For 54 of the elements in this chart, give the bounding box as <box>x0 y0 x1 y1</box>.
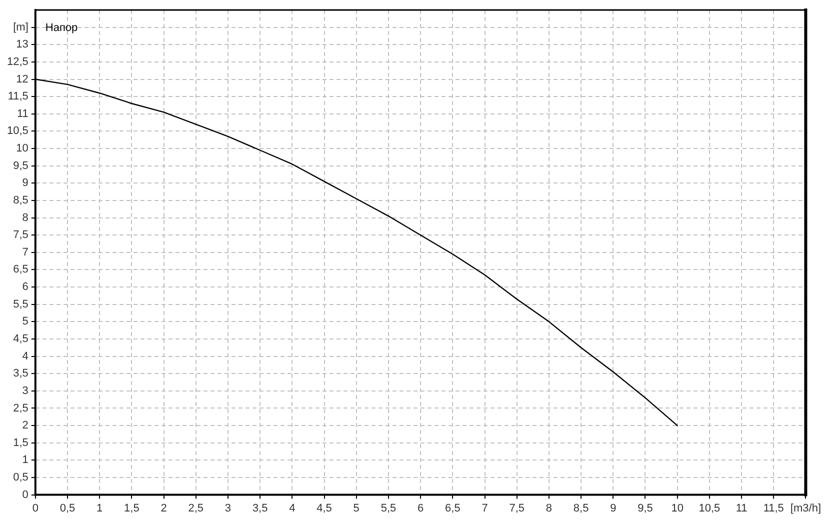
y-tick-label: 4 <box>22 350 28 362</box>
x-tick-label: 7 <box>482 502 488 514</box>
x-tick-label: 5,5 <box>380 502 396 514</box>
x-tick-label: 2,5 <box>188 502 204 514</box>
y-tick-label: 11 <box>16 108 28 120</box>
x-tick-label: 6,5 <box>445 502 460 514</box>
x-tick-label: 10,5 <box>698 502 720 514</box>
y-tick-label: 4,5 <box>13 333 28 346</box>
y-tick-label: 10,5 <box>6 125 28 138</box>
x-tick-label: 3 <box>224 502 232 514</box>
x-tick-label: 3,5 <box>252 502 268 514</box>
x-tick-label: 1,5 <box>124 502 140 514</box>
x-tick-label: 11 <box>736 502 748 514</box>
text: Напор <box>45 22 78 34</box>
y-tick-label: [m] <box>13 21 28 34</box>
y-tick-label: 12 <box>16 73 28 86</box>
y-tick-label: 0,5 <box>13 472 28 484</box>
x-tick-label: 6 <box>418 502 424 514</box>
x-tick-label: 8 <box>546 502 552 514</box>
y-tick-label: 9 <box>22 177 28 190</box>
x-tick-label: 0,5 <box>60 502 76 514</box>
x-tick-label: 9,5 <box>638 502 653 514</box>
x-tick-label: [m3/h] <box>790 502 822 514</box>
y-tick-label: 6,5 <box>13 264 28 276</box>
y-tick-label: 7 <box>22 246 28 258</box>
y-tick-label: 8,5 <box>13 194 28 206</box>
x-tick-label: 10 <box>671 502 684 514</box>
y-tick-label: 0 <box>22 488 28 501</box>
y-tick-label: 9,5 <box>13 160 28 172</box>
x-tick-label: 0 <box>32 502 38 514</box>
y-tick-label: 6 <box>22 281 28 294</box>
y-tick-label: 7,5 <box>13 229 28 242</box>
x-tick-label: 1 <box>96 502 103 514</box>
y-tick-label: 12,5 <box>6 56 28 68</box>
y-tick-label: 10 <box>16 142 28 155</box>
y-tick-label: 2,5 <box>13 402 28 414</box>
y-tick-label: 11,5 <box>8 90 28 103</box>
x-tick-label: 5 <box>353 502 360 514</box>
y-tick-label: 13 <box>16 38 28 51</box>
x-tick-label: 2 <box>160 502 167 514</box>
y-tick-label: 3 <box>22 384 28 397</box>
y-tick-label: 1 <box>22 454 28 466</box>
y-tick-label: 3,5 <box>13 368 28 380</box>
x-tick-label: 11,5 <box>763 502 784 514</box>
x-tick-label: 4 <box>289 502 296 514</box>
x-tick-label: 4,5 <box>316 502 332 514</box>
y-tick-label: 8 <box>22 212 28 224</box>
y-tick-label: 2 <box>22 420 28 432</box>
y-tick-label: 1,5 <box>13 436 28 449</box>
y-tick-label: 5,5 <box>13 298 28 310</box>
x-tick-label: 8,5 <box>573 502 589 514</box>
x-tick-label: 9 <box>610 502 616 514</box>
x-tick-label: 7,5 <box>509 502 524 514</box>
y-tick-label: 5 <box>22 316 28 328</box>
